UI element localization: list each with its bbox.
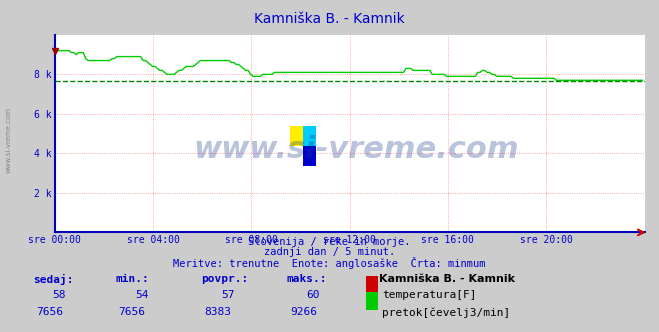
Text: temperatura[F]: temperatura[F] xyxy=(382,290,476,300)
Text: 7656: 7656 xyxy=(36,307,63,317)
Text: 7656: 7656 xyxy=(119,307,146,317)
Text: www.si-vreme.com: www.si-vreme.com xyxy=(193,135,519,164)
Text: povpr.:: povpr.: xyxy=(201,274,248,284)
Bar xyxy=(303,126,316,146)
Text: pretok[čevelj3/min]: pretok[čevelj3/min] xyxy=(382,307,511,318)
Text: Slovenija / reke in morje.: Slovenija / reke in morje. xyxy=(248,237,411,247)
Text: 58: 58 xyxy=(53,290,66,300)
Bar xyxy=(303,146,316,166)
Text: Kamniška B. - Kamnik: Kamniška B. - Kamnik xyxy=(379,274,515,284)
Text: www.si-vreme.com: www.si-vreme.com xyxy=(5,106,11,173)
Text: 57: 57 xyxy=(221,290,234,300)
Text: sedaj:: sedaj: xyxy=(33,274,73,285)
Text: 9266: 9266 xyxy=(290,307,317,317)
Text: 8383: 8383 xyxy=(204,307,231,317)
Text: zadnji dan / 5 minut.: zadnji dan / 5 minut. xyxy=(264,247,395,257)
Text: Kamniška B. - Kamnik: Kamniška B. - Kamnik xyxy=(254,12,405,26)
Text: maks.:: maks.: xyxy=(287,274,327,284)
Bar xyxy=(290,146,303,166)
Text: 54: 54 xyxy=(135,290,148,300)
Text: Meritve: trenutne  Enote: anglosaške  Črta: minmum: Meritve: trenutne Enote: anglosaške Črta… xyxy=(173,257,486,269)
Text: 60: 60 xyxy=(306,290,320,300)
Text: min.:: min.: xyxy=(115,274,149,284)
Bar xyxy=(290,126,303,146)
